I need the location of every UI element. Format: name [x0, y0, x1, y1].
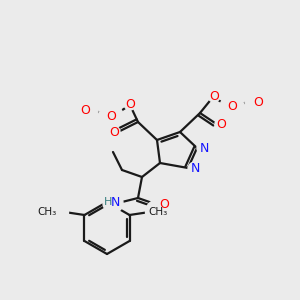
Text: O: O: [216, 118, 226, 130]
Circle shape: [124, 98, 136, 110]
Circle shape: [78, 101, 98, 121]
Text: N: N: [199, 142, 209, 154]
Text: O: O: [80, 104, 90, 118]
Text: CH₃: CH₃: [37, 207, 56, 217]
Text: O: O: [227, 100, 237, 113]
Text: N: N: [190, 163, 200, 176]
Text: O: O: [106, 110, 116, 122]
Circle shape: [103, 193, 123, 213]
Circle shape: [197, 141, 211, 155]
Text: CH₃: CH₃: [148, 207, 167, 217]
Circle shape: [108, 126, 120, 138]
Circle shape: [158, 199, 170, 211]
Circle shape: [99, 104, 123, 128]
Circle shape: [220, 95, 244, 119]
Circle shape: [44, 200, 68, 224]
Circle shape: [208, 90, 220, 102]
Text: O: O: [125, 98, 135, 110]
Text: O: O: [253, 95, 263, 109]
Text: N: N: [110, 196, 120, 209]
Text: O: O: [209, 89, 219, 103]
Circle shape: [215, 118, 227, 130]
Text: O: O: [159, 199, 169, 212]
Circle shape: [146, 200, 170, 224]
Circle shape: [245, 92, 265, 112]
Text: H: H: [104, 197, 112, 207]
Circle shape: [188, 162, 202, 176]
Text: O: O: [109, 125, 119, 139]
